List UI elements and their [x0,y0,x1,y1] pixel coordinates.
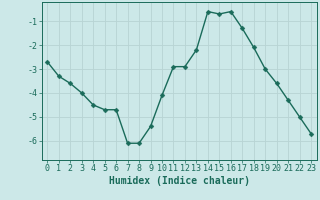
X-axis label: Humidex (Indice chaleur): Humidex (Indice chaleur) [109,176,250,186]
